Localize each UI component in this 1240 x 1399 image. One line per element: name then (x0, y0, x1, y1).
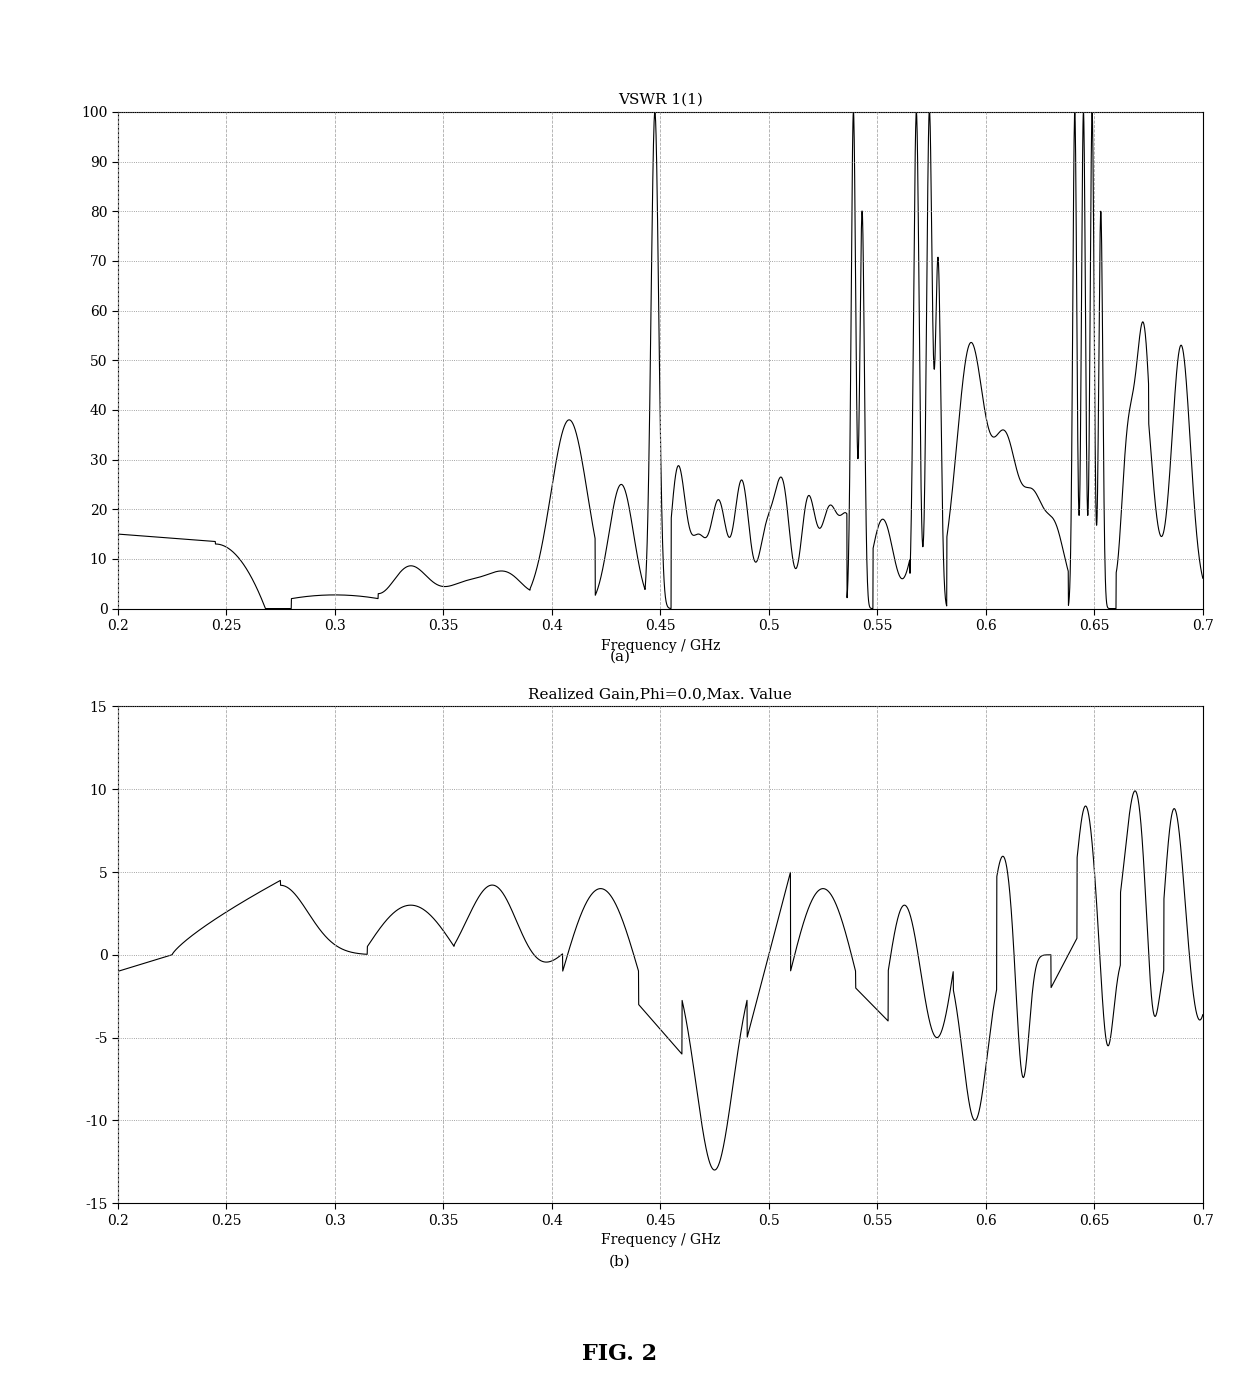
Title: Realized Gain,Phi=0.0,Max. Value: Realized Gain,Phi=0.0,Max. Value (528, 687, 792, 701)
Text: (a): (a) (610, 649, 630, 663)
X-axis label: Frequency / GHz: Frequency / GHz (600, 1233, 720, 1247)
Text: FIG. 2: FIG. 2 (583, 1343, 657, 1365)
X-axis label: Frequency / GHz: Frequency / GHz (600, 638, 720, 652)
Text: (b): (b) (609, 1255, 631, 1269)
Title: VSWR 1(1): VSWR 1(1) (618, 92, 703, 106)
